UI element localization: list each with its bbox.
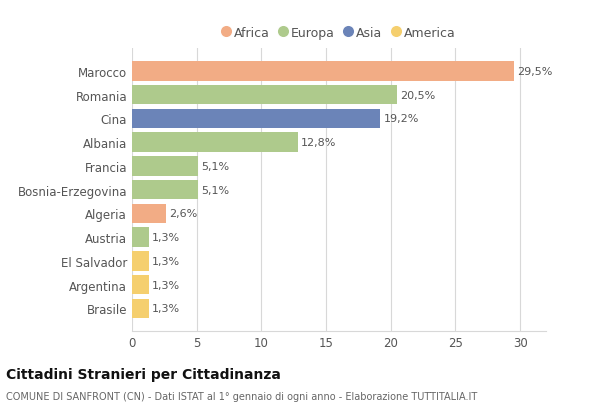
Text: 1,3%: 1,3% <box>152 233 180 243</box>
Text: 2,6%: 2,6% <box>169 209 197 219</box>
Text: 1,3%: 1,3% <box>152 280 180 290</box>
Bar <box>132 85 397 105</box>
Text: 12,8%: 12,8% <box>301 138 336 148</box>
Bar <box>132 299 149 319</box>
Text: 1,3%: 1,3% <box>152 256 180 266</box>
Text: 5,1%: 5,1% <box>201 185 229 195</box>
Text: 1,3%: 1,3% <box>152 304 180 314</box>
Text: 20,5%: 20,5% <box>400 90 436 100</box>
Bar <box>132 180 198 200</box>
Bar <box>132 62 514 81</box>
Bar <box>132 133 298 153</box>
Text: Cittadini Stranieri per Cittadinanza: Cittadini Stranieri per Cittadinanza <box>6 367 281 381</box>
Text: 19,2%: 19,2% <box>383 114 419 124</box>
Text: 5,1%: 5,1% <box>201 162 229 171</box>
Text: COMUNE DI SANFRONT (CN) - Dati ISTAT al 1° gennaio di ogni anno - Elaborazione T: COMUNE DI SANFRONT (CN) - Dati ISTAT al … <box>6 391 477 401</box>
Bar <box>132 204 166 224</box>
Bar <box>132 228 149 247</box>
Bar <box>132 109 380 129</box>
Bar <box>132 252 149 271</box>
Bar <box>132 275 149 295</box>
Bar <box>132 157 198 176</box>
Legend: Africa, Europa, Asia, America: Africa, Europa, Asia, America <box>218 21 460 45</box>
Text: 29,5%: 29,5% <box>517 67 552 76</box>
